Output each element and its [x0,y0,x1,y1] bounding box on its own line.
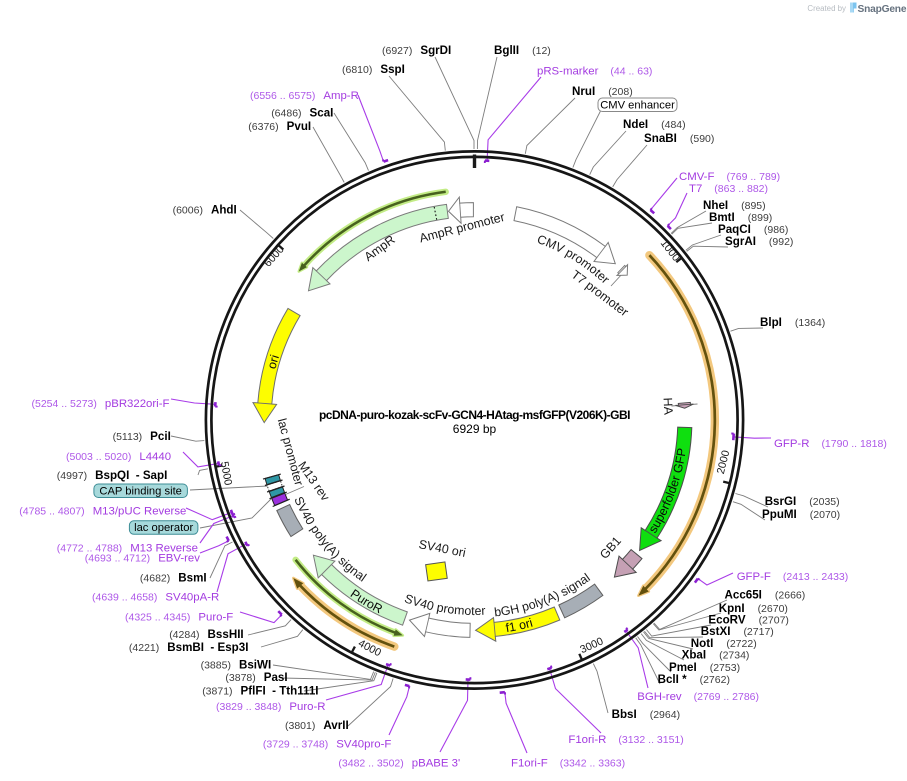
svg-text:BGH-rev(2769 .. 2786): BGH-rev(2769 .. 2786) [637,691,759,703]
svg-text:(5113)PciI: (5113)PciI [113,430,171,443]
svg-text:GFP-R(1790 .. 1818): GFP-R(1790 .. 1818) [774,438,887,450]
svg-text:lac operator: lac operator [134,522,193,534]
svg-text:(4221)BsmBI - Esp3I: (4221)BsmBI - Esp3I [129,641,249,654]
svg-text:(4785 .. 4807)M13/pUC Reverse: (4785 .. 4807)M13/pUC Reverse [19,506,186,518]
svg-text:CMV enhancer: CMV enhancer [600,99,675,111]
svg-text:(3871)PflFI - Tth111I: (3871)PflFI - Tth111I [202,684,318,697]
svg-text:(6556 .. 6575)Amp-R: (6556 .. 6575)Amp-R [250,90,359,102]
svg-text:GFP-F(2413 .. 2433): GFP-F(2413 .. 2433) [737,571,849,583]
svg-text:(4997)BspQI - SapI: (4997)BspQI - SapI [57,469,168,482]
svg-text:pRS-marker(44 .. 63): pRS-marker(44 .. 63) [537,66,652,78]
svg-text:(4639 .. 4658)SV40pA-R: (4639 .. 4658)SV40pA-R [92,592,219,604]
svg-text:CMV-F(769 .. 789): CMV-F(769 .. 789) [679,171,780,183]
svg-text:T7(863 .. 882): T7(863 .. 882) [689,183,768,195]
svg-text:pcDNA-puro-kozak-scFv-GCN4-HAt: pcDNA-puro-kozak-scFv-GCN4-HAtag-msfGFP(… [319,408,630,422]
svg-text:HA: HA [661,397,676,416]
svg-text:F1ori-R(3132 .. 3151): F1ori-R(3132 .. 3151) [568,734,683,746]
svg-text:Created by: Created by [807,4,846,13]
svg-text:SnapGene: SnapGene [858,4,907,15]
svg-text:(3729 .. 3748)SV40pro-F: (3729 .. 3748)SV40pro-F [263,739,392,751]
svg-text:(3482 .. 3502)pBABE 3': (3482 .. 3502)pBABE 3' [338,757,460,769]
svg-text:F1ori-F(3342 .. 3363): F1ori-F(3342 .. 3363) [511,757,625,769]
svg-text:(3829 .. 3848)Puro-R: (3829 .. 3848)Puro-R [216,701,325,713]
svg-text:(4325 .. 4345)Puro-F: (4325 .. 4345)Puro-F [125,612,233,624]
svg-text:CAP binding site: CAP binding site [99,485,182,497]
svg-text:(5003 .. 5020)L4440: (5003 .. 5020)L4440 [66,451,171,463]
svg-text:6929 bp: 6929 bp [453,422,497,436]
